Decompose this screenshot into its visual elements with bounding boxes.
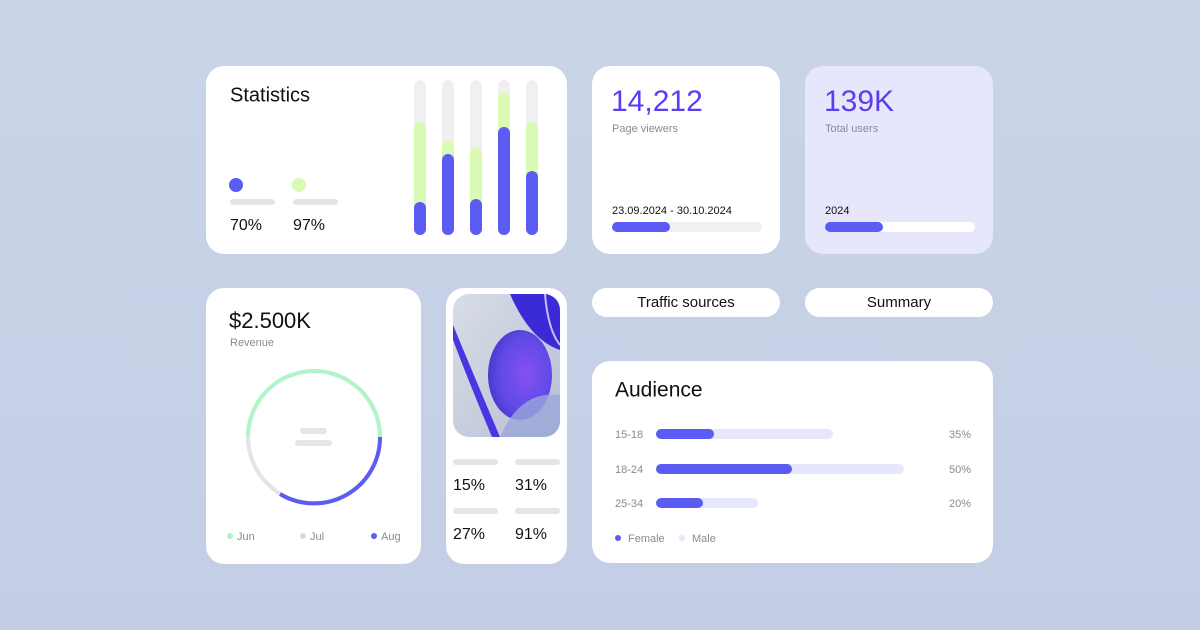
legend-dot — [229, 178, 243, 192]
legend-value: 97% — [293, 217, 325, 234]
placeholder-line — [515, 508, 560, 514]
row-fill — [656, 498, 703, 508]
legend-dot — [227, 533, 233, 539]
row-value: 50% — [949, 464, 971, 476]
placeholder-line — [293, 199, 338, 205]
audience-title: Audience — [615, 379, 703, 402]
abstract-image — [453, 294, 560, 437]
audience-rows: 15-18 35% 18-24 50% 25-34 20% — [615, 429, 971, 510]
statistics-title: Statistics — [230, 84, 310, 106]
donut-arc — [246, 369, 382, 438]
placeholder-line — [300, 428, 327, 434]
revenue-value: $2.500K — [229, 308, 311, 333]
viewers-label: Page viewers — [612, 123, 679, 135]
tab-background[interactable] — [805, 288, 993, 317]
legend-dot — [371, 533, 377, 539]
tab-label[interactable]: Traffic sources — [637, 294, 735, 311]
bar-segment — [414, 202, 426, 235]
row-fill — [656, 429, 714, 439]
row-label: 15-18 — [615, 429, 643, 441]
row-label: 18-24 — [615, 464, 643, 476]
metric-value: 31% — [515, 477, 547, 494]
tab-background[interactable] — [592, 288, 780, 317]
revenue-card — [206, 288, 421, 564]
row-fill — [656, 464, 792, 474]
legend-label: Female — [628, 533, 665, 545]
revenue-label: Revenue — [230, 337, 274, 349]
viewers-value: 14,212 — [611, 85, 703, 118]
legend-value: 70% — [230, 217, 262, 234]
legend-dot — [292, 178, 306, 192]
bar-segment — [442, 154, 454, 235]
placeholder-line — [515, 459, 560, 465]
progress-fill — [825, 222, 883, 232]
audience-card — [592, 361, 993, 563]
legend-dot — [615, 535, 621, 541]
legend-label: Jul — [310, 531, 324, 543]
bar-segment — [526, 171, 538, 235]
users-value: 139K — [824, 85, 894, 118]
metric-value: 15% — [453, 477, 485, 494]
row-value: 35% — [949, 429, 971, 441]
placeholder-line — [295, 440, 332, 446]
placeholder-line — [453, 459, 498, 465]
tab-button[interactable]: Traffic sources — [592, 288, 780, 317]
viewers-card — [592, 66, 780, 254]
placeholder-line — [453, 508, 498, 514]
tab-button[interactable]: Summary — [805, 288, 993, 317]
bar-group — [414, 80, 538, 235]
date-range: 23.09.2024 - 30.10.2024 — [612, 205, 732, 217]
legend-label: Aug — [381, 531, 401, 543]
placeholder-line — [230, 199, 275, 205]
bar-segment — [470, 199, 482, 235]
legend-label: Jun — [237, 531, 255, 543]
metric-value: 27% — [453, 526, 485, 543]
row-value: 20% — [949, 498, 971, 510]
users-card — [805, 66, 993, 254]
progress-fill — [612, 222, 670, 232]
users-label: Total users — [825, 123, 879, 135]
legend-label: Male — [692, 533, 716, 545]
tab-label[interactable]: Summary — [867, 294, 932, 311]
row-label: 25-34 — [615, 498, 643, 510]
donut-arc — [278, 436, 383, 506]
bar-segment — [498, 127, 510, 235]
legend-dot — [679, 535, 685, 541]
year: 2024 — [825, 205, 849, 217]
metric-value: 91% — [515, 526, 547, 543]
legend-dot — [300, 533, 306, 539]
